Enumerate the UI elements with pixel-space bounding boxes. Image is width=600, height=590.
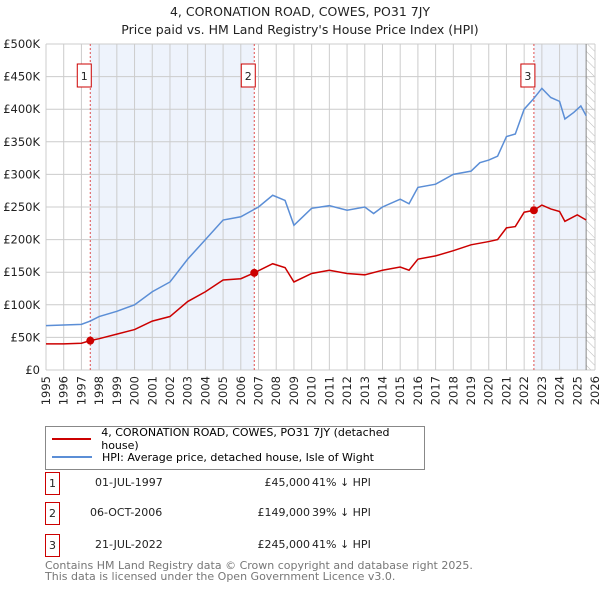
sale-badge-label: 2 — [245, 70, 252, 83]
x-tick-label: 1999 — [110, 376, 124, 405]
x-tick-label: 2015 — [393, 376, 407, 405]
x-tick-label: 2025 — [570, 376, 584, 405]
x-tick-label: 2023 — [535, 376, 549, 405]
legend-swatch — [52, 456, 92, 458]
x-tick-label: 2010 — [305, 376, 319, 405]
legend-swatch — [52, 438, 92, 440]
x-tick-label: 2026 — [588, 376, 600, 405]
sale-point — [250, 268, 259, 277]
sale-badge — [76, 63, 92, 88]
x-tick-label: 1998 — [92, 376, 106, 405]
x-tick-label: 2018 — [446, 376, 460, 405]
y-tick-label: £100K — [3, 298, 40, 312]
sale-badge — [520, 63, 536, 88]
y-tick-label: £300K — [3, 167, 40, 181]
sale-hpi-diff: 41% ↓ HPI — [312, 538, 371, 551]
legend-item-hpi: HPI: Average price, detached house, Isle… — [52, 450, 374, 464]
x-tick-label: 2021 — [499, 376, 513, 405]
footer-line: This data is licensed under the Open Gov… — [45, 570, 396, 583]
sale-badge — [240, 63, 256, 88]
x-tick-label: 2001 — [145, 376, 159, 405]
footer: Contains HM Land Registry data © Crown c… — [45, 560, 473, 582]
x-tick-label: 2013 — [358, 376, 372, 405]
y-tick-label: £400K — [3, 102, 40, 116]
sale-point — [529, 206, 538, 215]
x-tick-label: 2020 — [482, 376, 496, 405]
sale-date: 06-OCT-2006 — [90, 506, 163, 519]
x-tick-label: 1995 — [39, 376, 53, 405]
y-tick-label: £350K — [3, 135, 40, 149]
sale-row: 3 21-JUL-2022 £245,000 41% ↓ HPI — [45, 534, 425, 557]
legend-label: HPI: Average price, detached house, Isle… — [102, 450, 374, 464]
y-tick-label: £250K — [3, 200, 40, 214]
x-tick-label: 2012 — [340, 376, 354, 405]
x-tick-label: 2007 — [252, 376, 266, 405]
x-tick-label: 2022 — [517, 376, 531, 405]
footer-line: Contains HM Land Registry data © Crown c… — [45, 559, 473, 572]
sale-date: 01-JUL-1997 — [95, 476, 163, 489]
sale-price: £149,000 — [257, 506, 311, 519]
y-tick-label: £200K — [3, 233, 40, 247]
chart-title: 4, CORONATION ROAD, COWES, PO31 7JY — [169, 4, 431, 19]
legend: 4, CORONATION ROAD, COWES, PO31 7JY (det… — [45, 426, 425, 470]
sale-row: 2 06-OCT-2006 £149,000 39% ↓ HPI — [45, 502, 425, 525]
chart-subtitle: Price paid vs. HM Land Registry's House … — [121, 22, 479, 37]
sale-price: £45,000 — [264, 476, 311, 489]
sale-row: 1 01-JUL-1997 £45,000 41% ↓ HPI — [45, 472, 425, 495]
x-tick-label: 2014 — [375, 376, 389, 405]
x-tick-label: 2000 — [128, 376, 142, 405]
x-tick-label: 2005 — [216, 376, 230, 405]
x-tick-label: 2002 — [163, 376, 177, 405]
hpi-line — [45, 87, 587, 327]
x-tick-label: 2004 — [198, 376, 212, 405]
y-tick-label: £50K — [11, 330, 41, 344]
sale-marker-badge: 1 — [45, 472, 60, 495]
legend-item-property: 4, CORONATION ROAD, COWES, PO31 7JY (det… — [52, 426, 424, 452]
x-tick-label: 1997 — [74, 376, 88, 405]
x-tick-label: 2009 — [287, 376, 301, 405]
sale-hpi-diff: 41% ↓ HPI — [312, 476, 371, 489]
sale-date: 21-JUL-2022 — [95, 538, 163, 551]
sale-badge-label: 3 — [524, 70, 531, 83]
x-tick-label: 2008 — [269, 376, 283, 405]
y-tick-label: £500K — [3, 37, 40, 51]
x-tick-label: 2016 — [411, 376, 425, 405]
legend-label: 4, CORONATION ROAD, COWES, PO31 7JY (det… — [101, 426, 390, 452]
x-tick-label: 2006 — [234, 376, 248, 405]
x-tick-label: 2019 — [464, 376, 478, 405]
x-tick-label: 1996 — [57, 376, 71, 405]
price-chart: 1995 1996 1997 1998 1999 2000 2001 2002 2003 2004… — [3, 37, 600, 405]
sale-marker-badge: 2 — [45, 502, 60, 525]
sale-price: £245,000 — [257, 538, 311, 551]
sale-point — [86, 336, 95, 345]
sale-marker-badge: 3 — [45, 534, 60, 557]
y-tick-label: £450K — [3, 70, 40, 84]
x-tick-label: 2003 — [181, 376, 195, 405]
sale-hpi-diff: 39% ↓ HPI — [312, 506, 371, 519]
x-tick-label: 2017 — [429, 376, 443, 405]
x-tick-label: 2011 — [322, 376, 336, 405]
y-tick-label: £150K — [3, 265, 40, 279]
sale-badge-label: 1 — [81, 70, 88, 83]
property-line — [46, 204, 587, 345]
x-tick-label: 2024 — [553, 376, 567, 405]
y-tick-label: £0 — [25, 363, 40, 377]
